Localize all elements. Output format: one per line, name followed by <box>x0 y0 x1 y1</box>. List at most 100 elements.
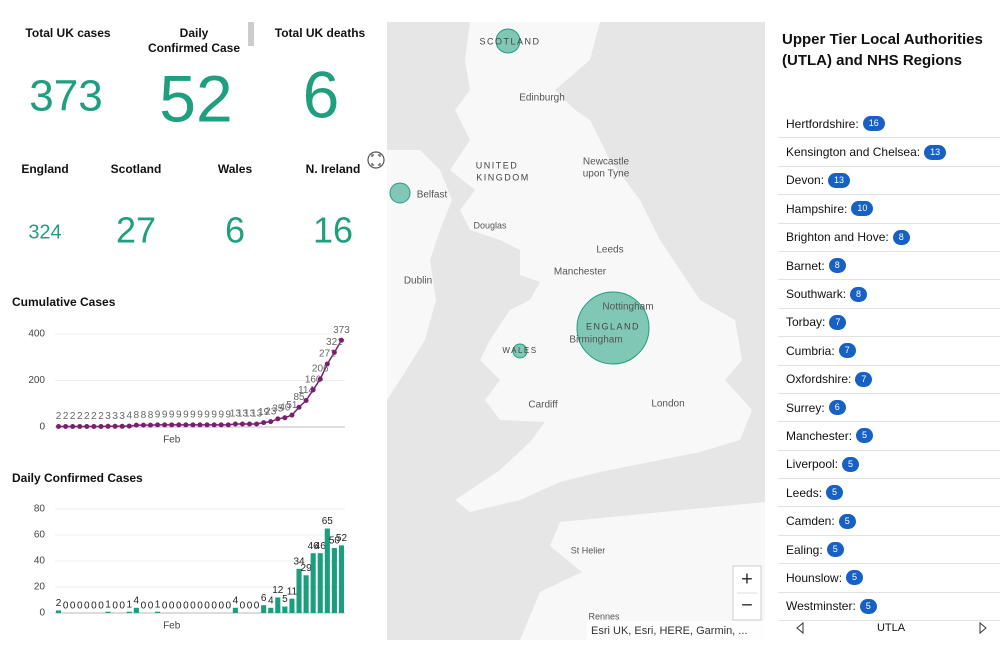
data-label: 2 <box>77 411 83 422</box>
map[interactable]: SCOTLAND Edinburgh UNITED KINGDOM Newcas… <box>387 22 765 640</box>
utla-row[interactable]: Torbay: 7 <box>778 309 1000 338</box>
utla-row[interactable]: Brighton and Hove: 8 <box>778 224 1000 252</box>
point <box>197 422 203 428</box>
bubble[interactable] <box>495 28 521 54</box>
region-value: 27 <box>116 210 156 251</box>
map-label: Douglas <box>473 220 507 230</box>
point <box>126 423 132 429</box>
zoom-out[interactable]: − <box>741 594 753 616</box>
data-label: 0 <box>119 601 125 612</box>
land <box>387 150 452 400</box>
data-label: 2 <box>56 598 62 609</box>
bar <box>317 553 323 613</box>
utla-row[interactable]: Westminster: 5 <box>778 593 1000 622</box>
data-label: 2 <box>98 411 104 422</box>
utla-row[interactable]: Cumbria: 7 <box>778 337 1000 366</box>
utla-row[interactable]: Surrey: 6 <box>778 394 1000 423</box>
utla-count: 7 <box>829 314 847 330</box>
y-tick-label: 60 <box>34 530 46 541</box>
utla-name: Hertfordshire: <box>786 116 859 131</box>
utla-row[interactable]: Hounslow: 5 <box>778 564 1000 593</box>
map-label: Newcastle <box>583 157 630 168</box>
data-label: 0 <box>162 601 168 612</box>
data-label: 1 <box>155 599 161 610</box>
data-label: 3 <box>119 411 125 422</box>
utla-count: 5 <box>846 570 864 586</box>
utla-row[interactable]: Hampshire: 10 <box>778 195 1000 224</box>
data-label: 0 <box>254 601 260 612</box>
data-label: 0 <box>176 601 182 612</box>
land <box>520 502 765 640</box>
expand-icon[interactable] <box>367 151 385 169</box>
utla-row[interactable]: Southwark: 8 <box>778 280 1000 309</box>
data-label: 114 <box>298 385 314 396</box>
bubble[interactable] <box>576 291 650 365</box>
data-label: 29 <box>301 563 313 574</box>
data-label: 1 <box>105 599 111 610</box>
utla-row[interactable]: Leeds: 5 <box>778 479 1000 508</box>
utla-name: Leeds: <box>786 485 823 500</box>
point <box>254 421 260 427</box>
utla-name: Oxfordshire: <box>786 372 852 387</box>
data-label: 0 <box>70 601 76 612</box>
data-label: 46 <box>315 541 327 552</box>
point <box>218 422 224 428</box>
map-label: upon Tyne <box>583 169 630 180</box>
utla-list: Hertfordshire: 16 Kensington and Chelsea: 1… <box>778 110 1000 622</box>
map-label: UNITED <box>476 160 519 170</box>
y-tick-label: 0 <box>39 422 45 433</box>
utla-name: Southwark: <box>786 287 847 302</box>
utla-name: Hampshire: <box>786 201 848 216</box>
data-label: 3 <box>112 411 118 422</box>
utla-row[interactable]: Ealing: 5 <box>778 536 1000 565</box>
data-label: 9 <box>183 410 189 421</box>
utla-name: Camden: <box>786 514 835 529</box>
data-label: 4 <box>233 595 239 606</box>
utla-count: 13 <box>924 144 947 160</box>
chart-title: Daily Confirmed Cases <box>12 471 143 485</box>
data-label: 4 <box>126 411 132 422</box>
utla-count: 5 <box>826 542 844 558</box>
data-label: 85 <box>293 392 305 403</box>
utla-row[interactable]: Camden: 5 <box>778 507 1000 536</box>
data-label: 9 <box>218 410 224 421</box>
data-label: 12 <box>272 585 284 596</box>
point <box>225 422 231 428</box>
bubble[interactable] <box>389 182 411 204</box>
bar <box>331 548 337 613</box>
utla-count: 16 <box>862 116 885 132</box>
x-tick-label: Feb <box>163 435 181 446</box>
data-label: 46 <box>308 541 320 552</box>
data-label: 4 <box>268 595 274 606</box>
panel-title: (UTLA) and NHS Regions <box>782 52 962 69</box>
point <box>282 415 288 421</box>
utla-row[interactable]: Manchester: 5 <box>778 422 1000 451</box>
utla-row[interactable]: Liverpool: 5 <box>778 451 1000 480</box>
point <box>289 412 295 418</box>
utla-row[interactable]: Devon: 13 <box>778 167 1000 196</box>
point <box>169 422 175 428</box>
point <box>70 424 76 430</box>
utla-name: Kensington and Chelsea: <box>786 145 921 160</box>
bar <box>155 611 161 613</box>
point <box>296 404 302 410</box>
next-button[interactable] <box>979 621 987 635</box>
stat-label: Confirmed Case <box>148 41 240 55</box>
prev-button[interactable] <box>796 621 804 635</box>
bubble[interactable] <box>512 343 528 359</box>
utla-row[interactable]: Hertfordshire: 16 <box>778 110 1000 139</box>
data-label: 0 <box>204 601 210 612</box>
utla-row[interactable]: Kensington and Chelsea: 13 <box>778 138 1000 167</box>
point <box>91 424 97 430</box>
data-label: 65 <box>322 516 334 527</box>
zoom-in[interactable]: + <box>741 568 753 590</box>
data-label: 2 <box>70 411 76 422</box>
footer-label: UTLA <box>877 622 906 634</box>
utla-row[interactable]: Barnet: 8 <box>778 252 1000 281</box>
bar <box>310 553 316 613</box>
point <box>162 422 168 428</box>
x-tick-label: Feb <box>163 621 181 632</box>
bar <box>261 605 267 613</box>
utla-row[interactable]: Oxfordshire: 7 <box>778 366 1000 394</box>
data-label: 5 <box>282 594 288 605</box>
